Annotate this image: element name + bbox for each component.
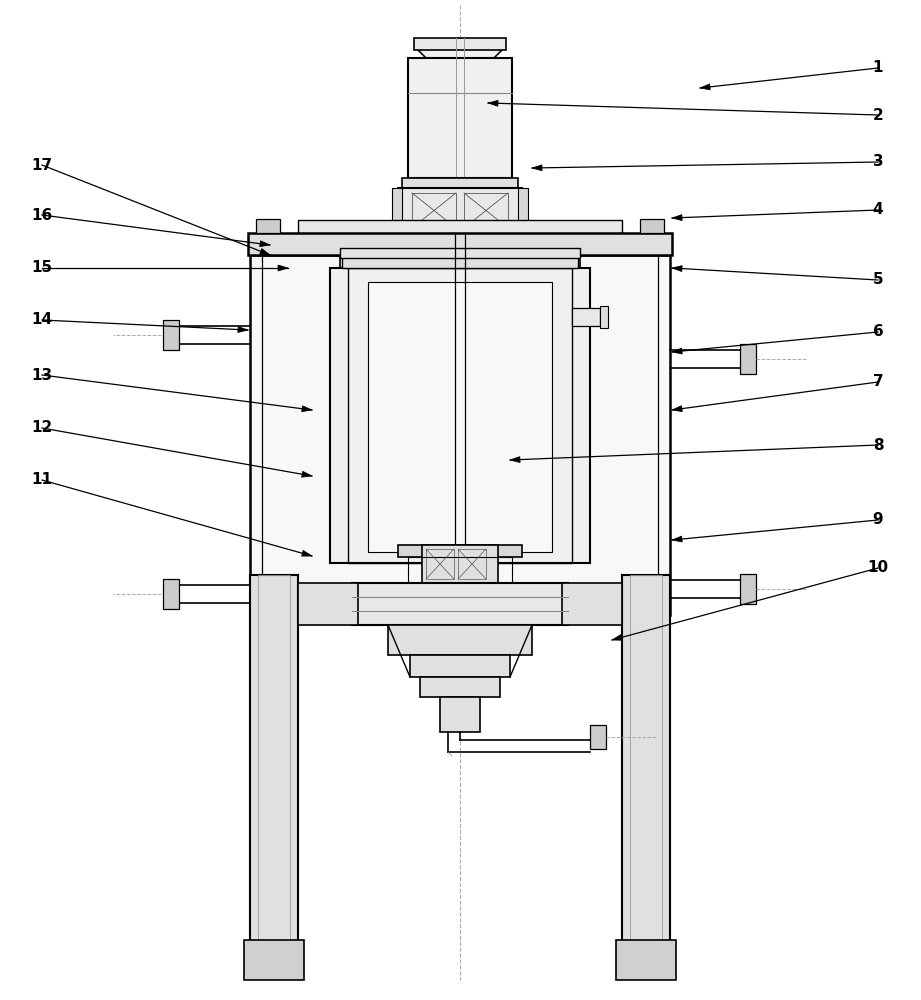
Text: 10: 10 — [868, 560, 889, 576]
Bar — [163, 579, 179, 609]
Bar — [464, 193, 508, 228]
Polygon shape — [672, 406, 682, 412]
Bar — [740, 574, 756, 604]
Bar — [572, 308, 600, 326]
Bar — [410, 655, 510, 677]
Polygon shape — [416, 48, 504, 58]
Bar — [388, 625, 532, 655]
Bar — [402, 178, 518, 192]
Bar — [622, 575, 670, 970]
Text: 15: 15 — [31, 260, 52, 275]
Bar — [398, 545, 522, 557]
Bar — [458, 549, 486, 579]
Polygon shape — [532, 165, 542, 171]
Polygon shape — [488, 100, 498, 106]
Bar — [352, 583, 568, 625]
Polygon shape — [672, 215, 682, 221]
Bar — [298, 583, 358, 625]
Bar — [250, 255, 670, 615]
Bar — [640, 219, 664, 233]
Polygon shape — [278, 265, 288, 271]
Text: 13: 13 — [31, 367, 52, 382]
Text: 2: 2 — [872, 107, 883, 122]
Bar — [616, 940, 676, 980]
Polygon shape — [260, 241, 270, 247]
Bar — [244, 940, 304, 980]
Bar — [258, 575, 290, 940]
Bar — [262, 255, 658, 615]
Text: 3: 3 — [873, 154, 883, 169]
Bar — [740, 344, 756, 374]
Polygon shape — [238, 327, 248, 333]
Bar — [298, 220, 622, 235]
Polygon shape — [260, 249, 270, 255]
Bar — [518, 188, 528, 233]
Bar — [250, 575, 298, 970]
Bar — [348, 268, 572, 563]
Polygon shape — [302, 471, 312, 477]
Polygon shape — [672, 348, 682, 354]
Text: 5: 5 — [873, 272, 883, 288]
Text: 12: 12 — [31, 420, 52, 436]
Text: 6: 6 — [872, 324, 883, 340]
Polygon shape — [700, 84, 710, 90]
Bar — [440, 697, 480, 732]
Bar — [422, 545, 498, 583]
Bar — [356, 271, 564, 279]
Bar — [392, 188, 402, 233]
Polygon shape — [510, 457, 520, 463]
Bar — [408, 58, 512, 178]
Bar — [248, 233, 672, 255]
Text: 16: 16 — [31, 208, 52, 223]
Bar — [412, 193, 456, 228]
Text: 1: 1 — [873, 60, 883, 76]
Bar — [256, 219, 280, 233]
Bar — [330, 268, 590, 563]
Polygon shape — [302, 406, 312, 412]
Text: 17: 17 — [31, 157, 52, 172]
Bar — [342, 256, 578, 268]
Polygon shape — [612, 634, 623, 640]
Text: 14: 14 — [31, 312, 52, 328]
Bar — [163, 320, 179, 350]
Bar — [368, 282, 552, 552]
Text: 8: 8 — [873, 438, 883, 452]
Text: 9: 9 — [873, 512, 883, 528]
Bar — [398, 188, 522, 233]
Bar — [426, 549, 454, 579]
Bar — [590, 725, 606, 749]
Text: 11: 11 — [31, 473, 52, 488]
Text: 7: 7 — [873, 374, 883, 389]
Bar — [340, 256, 580, 271]
Bar — [414, 38, 506, 50]
Polygon shape — [672, 536, 682, 542]
Bar — [600, 306, 608, 328]
Bar — [408, 557, 512, 583]
Polygon shape — [301, 550, 312, 556]
Bar — [420, 677, 500, 697]
Bar — [340, 248, 580, 258]
Text: 4: 4 — [873, 202, 883, 218]
Polygon shape — [672, 266, 682, 272]
Bar — [630, 575, 662, 940]
Bar — [562, 583, 622, 625]
